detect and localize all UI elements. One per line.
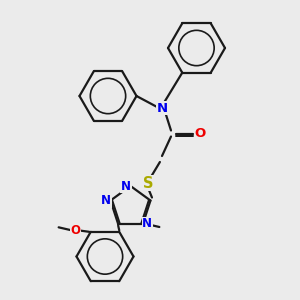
Text: O: O: [70, 224, 80, 237]
Text: N: N: [142, 218, 152, 230]
Text: O: O: [194, 127, 206, 140]
Text: N: N: [121, 179, 131, 193]
Text: N: N: [101, 194, 111, 207]
Text: N: N: [156, 101, 168, 115]
Text: S: S: [143, 176, 154, 190]
